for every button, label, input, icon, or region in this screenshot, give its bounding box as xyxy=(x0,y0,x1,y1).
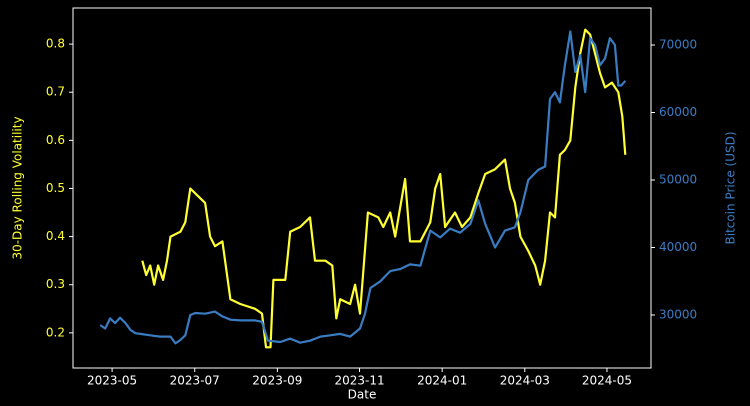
x-tick-label: 2023-09 xyxy=(252,374,302,388)
y2-axis-label: Bitcoin Price (USD) xyxy=(724,131,738,244)
y2-tick-label: 70000 xyxy=(659,37,697,51)
y-tick-label: 0.2 xyxy=(46,325,65,339)
x-tick-label: 2024-05 xyxy=(582,374,632,388)
y-axis-label: 30-Day Rolling Volatility xyxy=(11,116,25,259)
y-tick-label: 0.4 xyxy=(46,229,65,243)
x-axis-label: Date xyxy=(348,388,377,402)
x-tick-label: 2023-07 xyxy=(170,374,220,388)
y-tick-label: 0.8 xyxy=(46,37,65,51)
x-tick-label: 2023-11 xyxy=(334,374,384,388)
y-tick-label: 0.7 xyxy=(46,85,65,99)
data-line xyxy=(141,28,627,349)
y-tick-label: 0.5 xyxy=(46,181,65,195)
x-tick-label: 2024-01 xyxy=(417,374,467,388)
y-tick-label: 0.6 xyxy=(46,133,65,147)
y2-tick-label: 60000 xyxy=(659,105,697,119)
y2-tick-label: 50000 xyxy=(659,173,697,187)
data-line xyxy=(99,30,627,345)
x-tick-label: 2023-05 xyxy=(87,374,137,388)
y2-tick-label: 30000 xyxy=(659,308,697,322)
x-tick-label: 2024-03 xyxy=(500,374,550,388)
y2-tick-label: 40000 xyxy=(659,240,697,254)
y-tick-label: 0.3 xyxy=(46,277,65,291)
